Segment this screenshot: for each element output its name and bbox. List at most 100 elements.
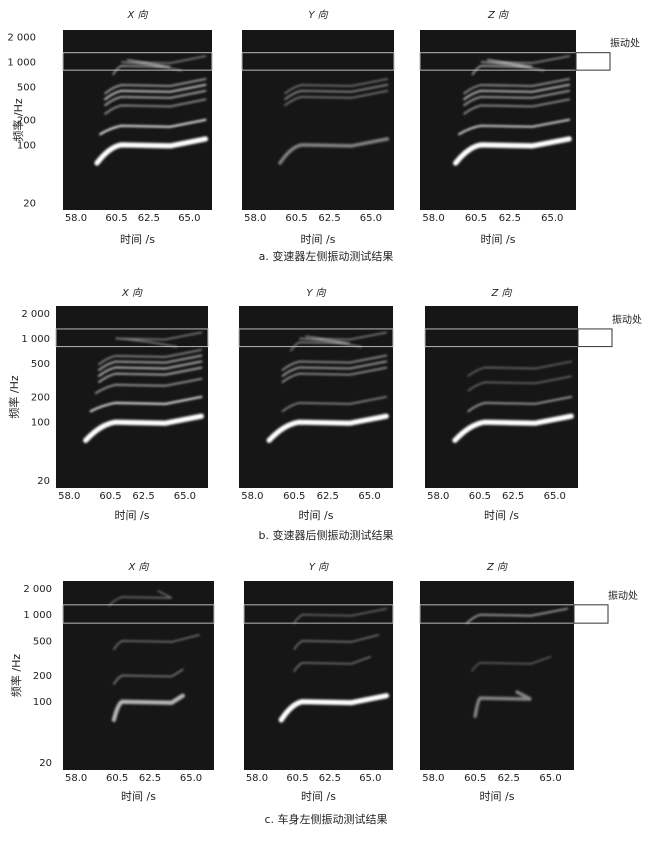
x-tick-label: 62.5 xyxy=(502,491,524,502)
panel-title: X 向 xyxy=(127,561,149,573)
harmonic-line xyxy=(463,90,571,107)
spectrogram-background xyxy=(420,581,574,770)
y-tick-label: 1 000 xyxy=(23,610,52,621)
panel-title: Z 向 xyxy=(487,9,509,21)
x-axis-label: 时间 /s xyxy=(481,233,516,246)
spectrogram-panel: Y 向 58.0 60.5 62.5 65.0 时间 /s xyxy=(241,9,395,246)
harmonic-line xyxy=(104,78,207,95)
harmonic-line xyxy=(463,78,571,95)
y-tick-label: 200 xyxy=(31,393,50,404)
y-tick-label: 2 000 xyxy=(21,309,50,320)
spectrogram-background xyxy=(56,306,208,488)
x-tick-label: 58.0 xyxy=(241,491,263,502)
x-tick-label: 58.0 xyxy=(244,213,266,224)
x-tick-label: 58.0 xyxy=(65,213,87,224)
harmonic-line xyxy=(284,90,389,107)
vibration-band xyxy=(241,52,395,71)
harmonic-line xyxy=(104,89,207,107)
y-tick-label: 100 xyxy=(31,418,50,429)
x-tick-label: 65.0 xyxy=(359,773,381,784)
harmonic-line xyxy=(466,607,569,624)
harmonic-line xyxy=(115,331,203,348)
x-axis-label: 时间 /s xyxy=(120,233,155,246)
harmonic-line xyxy=(452,413,574,443)
annotation-box xyxy=(577,328,613,348)
y-tick-label: 1 000 xyxy=(7,58,36,69)
annotation-box xyxy=(573,604,609,624)
x-tick-label: 62.5 xyxy=(138,213,160,224)
x-tick-label: 60.5 xyxy=(106,773,128,784)
harmonic-line xyxy=(457,118,571,136)
harmonic-line xyxy=(108,590,173,607)
y-tick-label: 500 xyxy=(17,83,36,94)
x-tick-label: 58.0 xyxy=(422,213,444,224)
spectrogram-background xyxy=(425,306,578,488)
harmonic-line xyxy=(463,83,571,101)
x-axis-label: 时间 /s xyxy=(484,509,519,522)
spectrogram-panel: X 向 58.0 60.5 62.5 65.0 时间 /s xyxy=(55,287,209,522)
x-tick-label: 58.0 xyxy=(58,491,80,502)
harmonic-line xyxy=(83,413,204,443)
harmonic-line xyxy=(281,360,388,377)
harmonic-line xyxy=(453,136,572,166)
harmonic-line xyxy=(104,83,207,101)
harmonic-line xyxy=(98,360,203,377)
x-tick-label: 60.5 xyxy=(469,491,491,502)
x-tick-label: 60.5 xyxy=(99,491,121,502)
harmonic-line xyxy=(94,377,203,395)
harmonic-line xyxy=(121,55,207,72)
spectrogram-background xyxy=(244,581,393,770)
y-tick-label: 2 000 xyxy=(23,584,52,595)
vibration-band xyxy=(62,604,215,624)
x-tick-label: 60.5 xyxy=(285,213,307,224)
spectrogram-background xyxy=(420,30,576,210)
annotation-box xyxy=(575,52,611,71)
y-axis-label: 频率 /Hz xyxy=(7,375,21,418)
y-tick-label: 100 xyxy=(33,697,52,708)
y-tick-label: 20 xyxy=(37,476,50,487)
harmonic-line xyxy=(293,656,372,672)
harmonic-line xyxy=(104,98,207,115)
x-tick-label: 62.5 xyxy=(319,773,341,784)
harmonic-line xyxy=(111,693,185,723)
x-tick-label: 60.5 xyxy=(283,491,305,502)
harmonic-line xyxy=(293,608,388,624)
chart-group-c: 2 000 1 000 500 200 100 20 频率 /Hz X 向 58.0 60.5 62… xyxy=(9,561,638,826)
x-axis-label: 时间 /s xyxy=(115,509,150,522)
spectrogram-background xyxy=(242,30,394,210)
spectrogram-background xyxy=(63,30,212,210)
y-tick-label: 20 xyxy=(23,198,36,209)
x-tick-label: 60.5 xyxy=(105,213,127,224)
spectrogram-panel: X 向 58.0 60.5 62.5 65.0 时间 /s xyxy=(62,9,213,246)
vibration-band xyxy=(62,52,213,71)
x-tick-label: 65.0 xyxy=(174,491,196,502)
chart-group-a: 2 000 1 000 500 200 100 20 频率 /Hz X 向 58.0 60.5 62… xyxy=(7,9,640,263)
harmonic-line xyxy=(112,59,171,76)
x-tick-label: 65.0 xyxy=(178,213,200,224)
chart-group-b: 2 000 1 000 500 200 100 20 频率 /Hz X 向 58.0 60.5 62… xyxy=(7,287,642,542)
spectrogram-panel: Z 向 58.0 60.5 62.5 65.0 时间 /s xyxy=(424,287,579,522)
harmonic-line xyxy=(278,137,390,165)
y-tick-label: 1 000 xyxy=(21,334,50,345)
harmonic-line xyxy=(98,366,203,384)
x-tick-label: 65.0 xyxy=(541,213,563,224)
x-axis-label: 时间 /s xyxy=(301,790,336,803)
y-axis-label: 频率 /Hz xyxy=(11,98,25,141)
x-axis-label: 时间 /s xyxy=(299,509,334,522)
panel-title: X 向 xyxy=(121,287,143,299)
x-tick-label: 58.0 xyxy=(246,773,268,784)
vibration-band xyxy=(238,328,394,348)
harmonic-line xyxy=(281,396,388,413)
vibration-band xyxy=(243,604,394,624)
x-tick-label: 58.0 xyxy=(427,491,449,502)
panel-title: Y 向 xyxy=(309,561,329,573)
x-tick-label: 60.5 xyxy=(464,773,486,784)
x-tick-label: 58.0 xyxy=(65,773,87,784)
panel-title: Y 向 xyxy=(308,9,328,21)
y-tick-label: 2 000 xyxy=(7,33,36,44)
harmonic-line xyxy=(290,335,351,352)
annotation-label: 振动处 xyxy=(610,37,640,50)
x-tick-label: 60.5 xyxy=(465,213,487,224)
harmonic-line xyxy=(98,349,203,366)
harmonic-line xyxy=(463,98,571,115)
